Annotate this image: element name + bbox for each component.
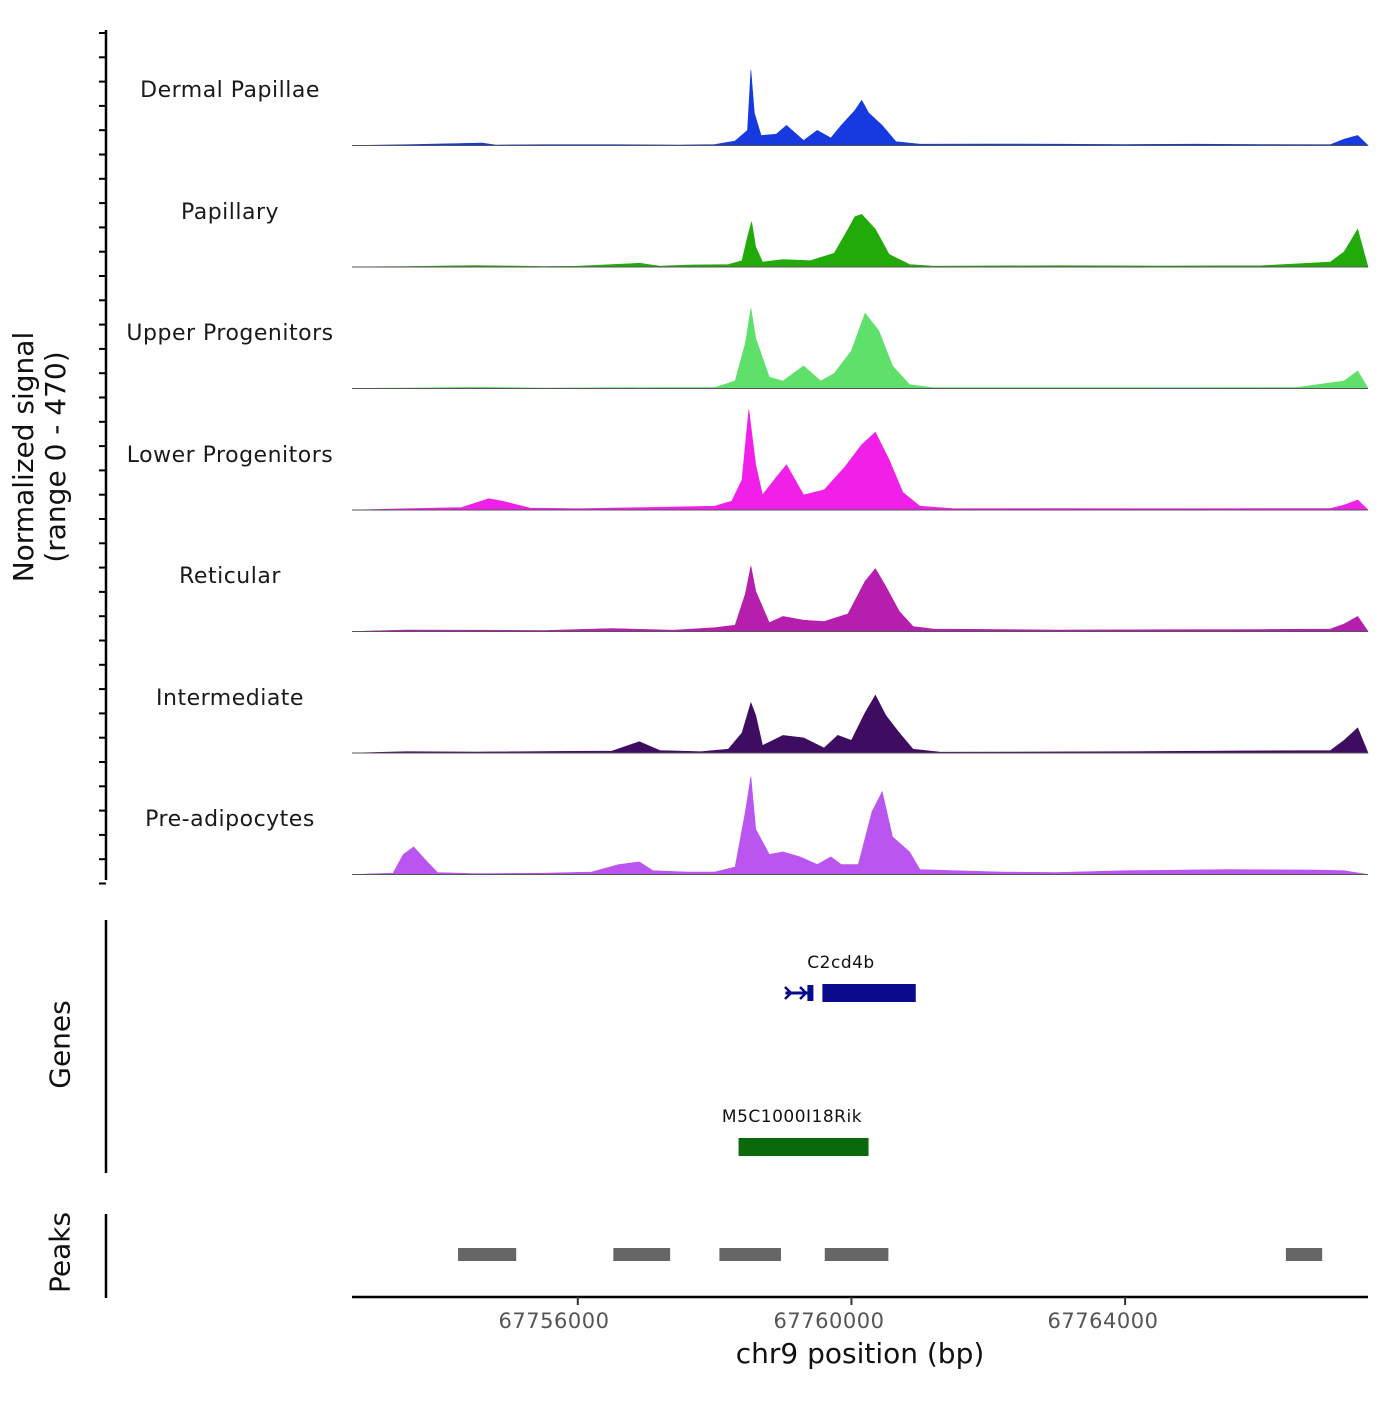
coverage-area-papillary: [351, 213, 1369, 268]
track-label-lower-progenitors: Lower Progenitors: [126, 443, 334, 468]
gene-label-c2cd4b: C2cd4b: [807, 953, 875, 973]
coverage-area-pre-adipocytes: [351, 776, 1369, 875]
gene-exon-small-c2cd4b: [807, 985, 814, 1001]
track-label-papillary: Papillary: [180, 200, 280, 225]
y-axis-title: Normalized signal (range 0 - 470): [7, 327, 72, 587]
y-axis-title-line2: (range 0 - 470): [39, 351, 72, 563]
coverage-area-dermal-papillae: [351, 70, 1369, 146]
track-label-upper-progenitors: Upper Progenitors: [126, 321, 334, 346]
genes-axis-title: Genes: [43, 1000, 77, 1089]
track-label-dermal-papillae: Dermal Papillae: [140, 78, 320, 103]
x-tick-label-3: 67764000: [1047, 1309, 1159, 1333]
gene-strand-arrows-c2cd4b: [784, 986, 808, 1000]
coverage-area-intermediate: [351, 694, 1369, 754]
track-label-pre-adipocytes: Pre-adipocytes: [145, 807, 315, 832]
peak-5: [1285, 1248, 1323, 1261]
peak-1: [458, 1248, 517, 1261]
coverage-area-lower-progenitors: [351, 409, 1369, 511]
gene-exon-m5c1000i18rik: [738, 1138, 869, 1156]
track-label-intermediate: Intermediate: [156, 686, 304, 711]
coverage-area-upper-progenitors: [351, 308, 1369, 389]
peak-4: [824, 1248, 889, 1261]
x-tick-label-1: 67756000: [498, 1309, 610, 1333]
track-label-reticular: Reticular: [179, 564, 281, 589]
peak-3: [719, 1248, 781, 1261]
x-tick-label-2: 67760000: [773, 1309, 885, 1333]
peak-2: [613, 1248, 671, 1261]
gene-label-m5c1000i18rik: M5C1000I18Rik: [721, 1107, 863, 1127]
coverage-area-reticular: [351, 566, 1369, 632]
y-axis-title-line1: Normalized signal: [7, 331, 40, 583]
x-axis-title: chr9 position (bp): [735, 1337, 985, 1370]
peaks-axis-title: Peaks: [43, 1211, 77, 1294]
gene-exon-c2cd4b: [822, 984, 916, 1002]
